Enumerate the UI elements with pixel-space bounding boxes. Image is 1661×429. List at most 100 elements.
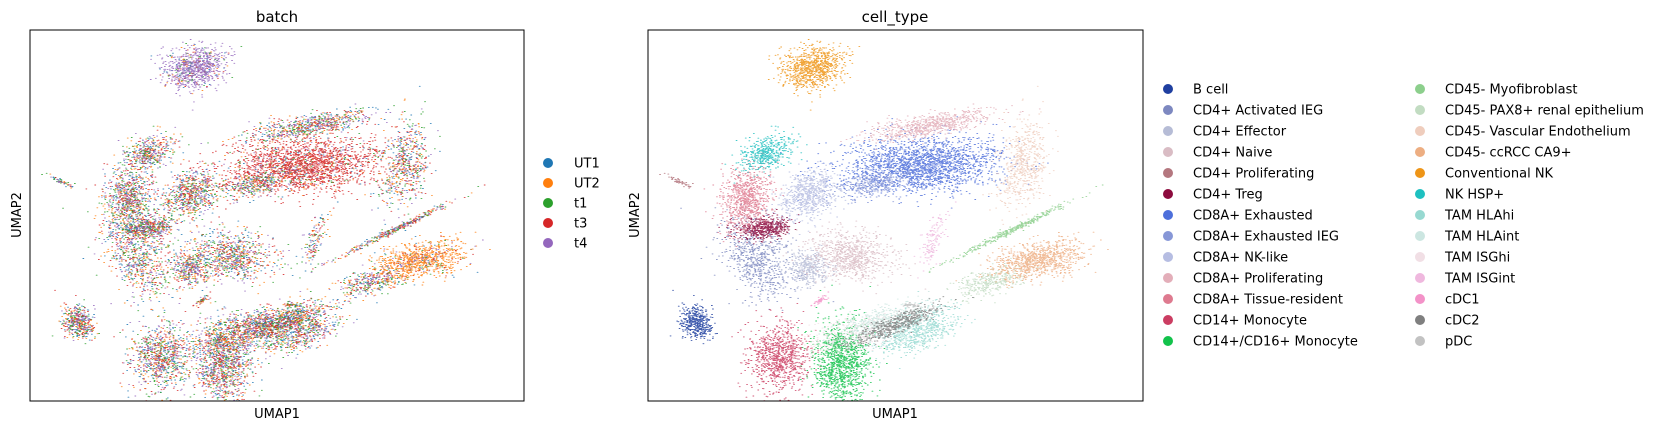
legend-label-tam-isgint: TAM ISGint bbox=[1444, 272, 1515, 287]
cluster-tam-isgint-batch-t1 bbox=[299, 217, 326, 279]
legend-marker-cd4-treg bbox=[1163, 189, 1173, 199]
legend-label-cd4-effector: CD4+ Effector bbox=[1193, 125, 1287, 140]
legend-label-cd45-pax8-renal-epithelium: CD45- PAX8+ renal epithelium bbox=[1445, 104, 1644, 119]
cluster-cd8a-nk-like-batch-t1 bbox=[142, 170, 224, 225]
batch-plot-frame bbox=[29, 29, 525, 402]
cluster-cd4-naive bbox=[782, 220, 927, 295]
legend-marker-cd8a-proliferating bbox=[1163, 273, 1173, 283]
legend-label-t4: t4 bbox=[574, 237, 587, 252]
legend-label-cdc2: cDC2 bbox=[1445, 314, 1480, 329]
cluster-nk-hsp-batch-ut2 bbox=[113, 125, 185, 171]
cluster-cd4-proliferating-batch-ut1 bbox=[52, 176, 74, 188]
cluster-cd8a-tissue-resident bbox=[703, 152, 785, 247]
cluster-tam-hlahi-batch-ut1 bbox=[246, 299, 358, 364]
legend-marker-t3 bbox=[543, 218, 553, 228]
cluster-cd45-myofibroblast-batch-t3 bbox=[311, 184, 486, 270]
cell-type-x-axis-label: UMAP1 bbox=[872, 407, 918, 422]
cluster-pdc bbox=[902, 302, 920, 309]
legend-marker-cd4-effector bbox=[1163, 126, 1173, 136]
legend-marker-t4 bbox=[543, 238, 553, 248]
legend-marker-cd4-proliferating bbox=[1163, 168, 1173, 178]
legend-marker-cd8a-nk-like bbox=[1163, 252, 1173, 262]
legend-label-cd4-naive: CD4+ Naive bbox=[1193, 146, 1272, 161]
legend-label-tam-hlaint: TAM HLAint bbox=[1444, 230, 1519, 245]
cluster-cdc1-batch-t4 bbox=[195, 296, 210, 305]
cluster-cdc1-batch-t3 bbox=[192, 291, 212, 307]
legend-marker-cd8a-exhausted bbox=[1163, 210, 1173, 220]
cluster-cd45-vascular-endothelium-batch-t3 bbox=[376, 121, 433, 216]
legend-marker-cdc2 bbox=[1415, 315, 1425, 325]
cluster-conventional-nk-batch-t4 bbox=[149, 39, 236, 111]
legend-label-tam-hlahi: TAM HLAhi bbox=[1444, 209, 1514, 224]
legend-label-cd8a-proliferating: CD8A+ Proliferating bbox=[1193, 272, 1323, 287]
cluster-cd14-monocyte-batch-ut1 bbox=[124, 309, 204, 399]
batch-clusters bbox=[41, 39, 491, 401]
legend-marker-tam-hlaint bbox=[1415, 231, 1425, 241]
cluster-cd8a-nk-like-batch-t4 bbox=[153, 161, 225, 224]
cluster-conventional-nk bbox=[767, 39, 861, 111]
cluster-pdc-batch-t3 bbox=[284, 303, 294, 308]
legend-label-tam-isghi: TAM ISGhi bbox=[1444, 251, 1510, 266]
legend-marker-ut1 bbox=[543, 158, 553, 168]
cluster-cd8a-nk-like-batch-t3 bbox=[151, 163, 229, 227]
cluster-nk-hsp-batch-t4 bbox=[117, 126, 177, 176]
cluster-tam-isghi bbox=[767, 310, 925, 370]
cluster-cd14-cd16-monocyte-batch-t4 bbox=[179, 307, 262, 401]
cluster-cd45-vascular-endothelium-batch-t4 bbox=[371, 112, 439, 221]
cluster-tam-isghi-batch-t3 bbox=[180, 312, 273, 358]
cluster-tam-isgint bbox=[913, 201, 957, 279]
cell-type-title: cell_type bbox=[862, 8, 929, 27]
cluster-b-cell-batch-t3 bbox=[54, 289, 96, 341]
cell-type-y-axis-label: UMAP2 bbox=[628, 192, 643, 238]
cluster-cd14-cd16-monocyte bbox=[797, 284, 888, 401]
legend-label-cd14-monocyte: CD14+ Monocyte bbox=[1193, 314, 1307, 329]
batch-x-axis-label: UMAP1 bbox=[254, 407, 300, 422]
cluster-cd45-vascular-endothelium-batch-t1 bbox=[375, 101, 441, 229]
legend-label-t3: t3 bbox=[574, 217, 587, 232]
cluster-cd8a-exhausted-ieg bbox=[814, 159, 931, 206]
legend-marker-pdc bbox=[1415, 336, 1425, 346]
legend-label-cd45-myofibroblast: CD45- Myofibroblast bbox=[1445, 83, 1577, 98]
legend-marker-nk-hsp bbox=[1415, 189, 1425, 199]
legend-marker-t1 bbox=[543, 198, 553, 208]
cluster-nk-hsp bbox=[724, 125, 808, 184]
legend-label-t1: t1 bbox=[574, 197, 587, 212]
batch-panel: batch UMAP1 UMAP2 UT1 UT2 t1 t3 t4 bbox=[10, 8, 600, 422]
legend-marker-cd4-activated-ieg bbox=[1163, 105, 1173, 115]
legend-marker-tam-isghi bbox=[1415, 252, 1425, 262]
legend-label-cd8a-nk-like: CD8A+ NK-like bbox=[1193, 251, 1288, 266]
legend-marker-cd8a-exhausted-ieg bbox=[1163, 231, 1173, 241]
cluster-cd45-ccrcc-ca9-batch-t4 bbox=[361, 239, 484, 281]
cluster-tam-isghi-batch-ut1 bbox=[185, 317, 307, 370]
legend-label-ut1: UT1 bbox=[574, 157, 600, 172]
legend-label-cd8a-exhausted-ieg: CD8A+ Exhausted IEG bbox=[1193, 230, 1339, 245]
cluster-b-cell bbox=[669, 289, 719, 345]
legend-label-ut2: UT2 bbox=[574, 177, 600, 192]
legend-marker-cd14-monocyte bbox=[1163, 315, 1173, 325]
cluster-cd4-naive-batch-ut2 bbox=[170, 223, 309, 295]
legend-marker-b-cell bbox=[1163, 84, 1173, 94]
legend-marker-cd45-pax8-renal-epithelium bbox=[1415, 105, 1425, 115]
cluster-cd45-myofibroblast-batch-t4 bbox=[310, 198, 457, 274]
cluster-cd8a-tissue-resident-batch-t4 bbox=[101, 156, 161, 247]
cluster-cd4-naive-batch-ut1 bbox=[173, 220, 294, 279]
cluster-tam-isgint-batch-ut1 bbox=[295, 201, 339, 272]
cluster-cd4-proliferating-batch-t4 bbox=[50, 176, 72, 187]
legend-marker-tam-hlahi bbox=[1415, 210, 1425, 220]
cluster-cd8a-exhausted-ieg-batch-t1 bbox=[203, 159, 313, 201]
legend-marker-cd45-vascular-endothelium bbox=[1415, 126, 1425, 136]
cluster-cdc2-batch-t4 bbox=[219, 297, 356, 346]
cluster-cd14-monocyte-batch-t4 bbox=[122, 302, 199, 397]
legend-marker-cdc1 bbox=[1415, 294, 1425, 304]
legend-label-cd45-vascular-endothelium: CD45- Vascular Endothelium bbox=[1445, 125, 1631, 140]
cluster-cd8a-tissue-resident-batch-t1 bbox=[86, 160, 167, 243]
cluster-cd45-myofibroblast bbox=[928, 184, 1104, 274]
cell-type-clusters bbox=[659, 39, 1109, 401]
batch-title: batch bbox=[256, 8, 298, 26]
cluster-cd4-activated-ieg-batch-t4 bbox=[93, 207, 189, 305]
cluster-tam-isgint-batch-t4 bbox=[300, 216, 323, 265]
cluster-cd45-ccrcc-ca9 bbox=[955, 231, 1109, 288]
legend-label-cd14-cd16-monocyte: CD14+/CD16+ Monocyte bbox=[1193, 335, 1358, 350]
cluster-cd8a-exhausted bbox=[779, 116, 1049, 209]
cluster-cdc2 bbox=[827, 296, 974, 350]
